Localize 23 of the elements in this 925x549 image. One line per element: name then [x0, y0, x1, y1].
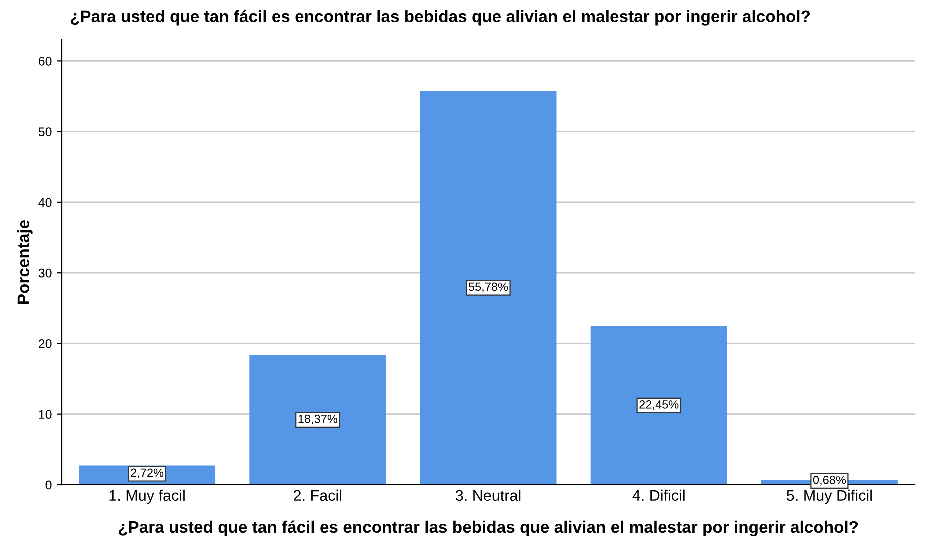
bar [250, 355, 386, 485]
y-tick-label: 40 [38, 198, 52, 208]
x-tick-label: 1. Muy facil [110, 490, 185, 504]
x-axis-title: ¿Para usted que tan fácil es encontrar las bebidas que alivian el malestar por ingerir alcohol? [118, 520, 858, 537]
x-tick-label: 4. Dificil [632, 490, 685, 502]
bar [420, 91, 557, 485]
data-label: 55,78% [468, 282, 508, 293]
y-tick-label: 30 [38, 268, 52, 278]
data-label: 22,45% [640, 400, 679, 410]
y-tick-label: 50 [38, 128, 52, 136]
x-tick-label: 2. Facil [294, 490, 342, 502]
y-tick-label: 20 [39, 340, 52, 348]
chart-title: ¿Para usted que tan fácil es encontrar las bebidas que alivian el malestar por ingerir alcohol? [70, 10, 810, 26]
y-tick-label: 0 [46, 480, 52, 490]
y-tick-label: 10 [39, 410, 52, 420]
bar [590, 326, 728, 485]
x-tick-label: 3. Neutral [456, 490, 521, 502]
data-label: 2,72% [131, 468, 164, 479]
y-axis-title: Porcentaje [17, 220, 33, 304]
data-label: 18,37% [298, 414, 338, 425]
x-tick-label: 5. Muy Dificil [787, 490, 872, 504]
y-tick-label: 60 [39, 56, 52, 66]
data-label: 0,68% [813, 476, 846, 486]
